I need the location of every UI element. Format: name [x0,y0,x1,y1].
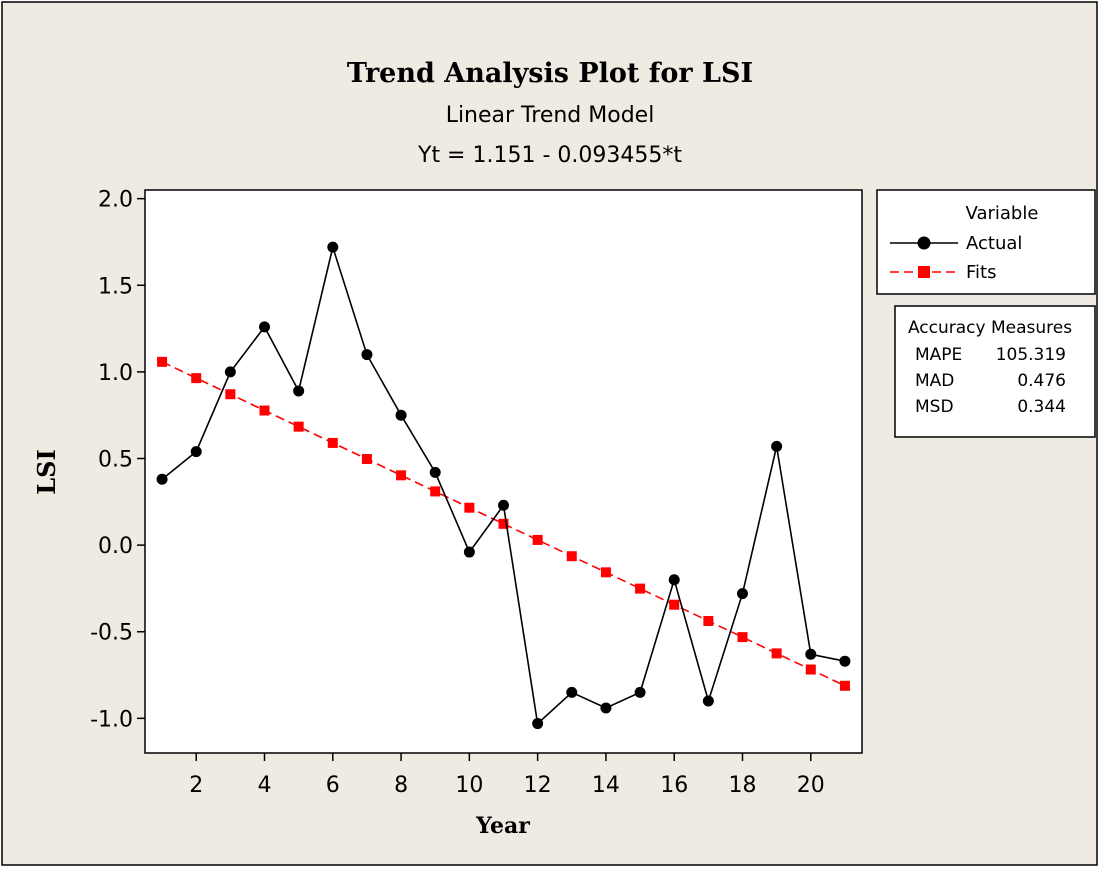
accuracy-value: 0.344 [1017,397,1066,417]
trend-equation: Yt = 1.151 - 0.093455*t [417,143,682,168]
fits-point [566,551,577,562]
x-tick-label: 10 [455,773,483,798]
y-axis: -1.0 -0.5 0.0 0.5 1.0 1.5 2.0 [90,188,145,732]
y-tick-label: 1.5 [98,274,133,299]
fits-point [225,389,236,400]
actual-point [498,499,509,511]
fits-point [635,583,646,594]
actual-point [361,349,373,361]
fits-point [259,405,270,416]
fits-legend-marker [918,266,930,278]
x-tick-label: 16 [660,773,688,798]
fits-point [771,648,782,659]
actual-point [463,546,475,558]
accuracy-measures-box: Accuracy Measures MAPE 105.319 MAD 0.476 MSD… [894,305,1096,438]
actual-point [771,440,783,452]
x-tick-label: 18 [729,773,757,798]
actual-point [668,574,680,586]
fits-point [839,680,850,691]
x-axis-label: Year [475,813,530,839]
x-tick-label: 12 [524,773,552,798]
y-tick-label: -0.5 [90,621,133,646]
x-tick-label: 2 [189,773,203,798]
accuracy-label: MAD [915,371,954,391]
fits-point [191,373,202,384]
chart-title: Trend Analysis Plot for LSI [347,58,753,89]
actual-legend-label: Actual [966,233,1022,254]
accuracy-rows: MAPE 105.319 MAD 0.476 MSD 0.344 [915,345,1066,417]
fits-point [532,534,543,545]
x-tick-label: 20 [797,773,825,798]
actual-point [156,473,168,485]
fits-point [430,486,441,497]
actual-point [839,655,851,667]
actual-point [805,648,817,660]
x-tick-label: 6 [326,773,340,798]
actual-point [224,366,236,378]
fits-point [737,632,748,643]
accuracy-value: 105.319 [996,345,1066,365]
actual-point [327,241,339,253]
fits-point [293,421,304,432]
fits-point [703,615,714,626]
plot-area [144,189,863,754]
fits-point [498,518,509,529]
y-tick-label: -1.0 [90,707,133,732]
actual-point [259,321,270,333]
actual-point [600,702,612,714]
y-tick-label: 2.0 [98,188,133,213]
actual-legend-marker [917,236,931,250]
accuracy-value: 0.476 [1017,371,1066,391]
actual-point [737,588,748,600]
actual-point [429,466,441,478]
series-layer [156,241,851,730]
x-axis: 2 4 6 8 10 12 14 16 18 20 [189,753,825,798]
legend-title: Variable [966,203,1039,224]
fits-point [600,567,611,578]
legend-items: Actual Fits [890,233,1022,283]
legend: Variable Actual Fits [876,189,1096,295]
x-tick-label: 8 [394,773,408,798]
fits-point [669,599,680,610]
y-tick-label: 0.5 [98,448,133,473]
actual-point [395,409,407,421]
actual-point [702,695,714,707]
accuracy-title: Accuracy Measures [908,318,1072,338]
chart-subtitle: Linear Trend Model [446,103,655,128]
y-tick-label: 0.0 [98,534,133,559]
accuracy-label: MSD [915,397,954,417]
y-tick-label: 1.0 [98,361,133,386]
actual-point [293,385,305,397]
accuracy-box-frame [894,305,1096,438]
actual-point [190,446,202,458]
fits-legend-label: Fits [966,262,996,283]
actual-point [532,718,544,730]
fits-point [361,454,372,465]
fits-point [396,470,407,481]
actual-point [566,686,578,698]
fits-point [327,437,338,448]
x-tick-label: 14 [592,773,620,798]
y-axis-label: LSI [32,449,61,494]
fits-point [157,356,168,367]
fits-point [805,664,816,675]
accuracy-label: MAPE [915,345,962,365]
x-tick-label: 4 [258,773,272,798]
legend-box [876,189,1096,295]
fits-point [464,502,475,513]
actual-point [634,686,646,698]
